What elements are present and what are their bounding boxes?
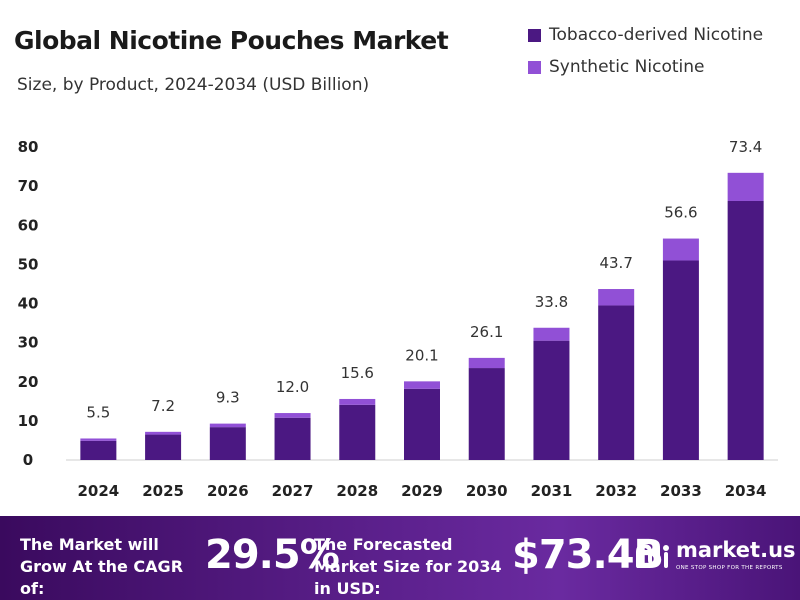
bar-segment-tobacco-2032: [598, 305, 635, 460]
legend-item-tobacco: Tobacco-derived Nicotine: [528, 25, 763, 45]
y-tick-label: 80: [18, 138, 39, 156]
cagr-value: 29.5%: [205, 532, 340, 578]
footer-banner: The Market will Grow At the CAGR of: 29.…: [0, 516, 800, 600]
bar-segment-synthetic-2024: [80, 438, 117, 441]
bar-segment-synthetic-2028: [339, 398, 376, 405]
bar-segment-synthetic-2034: [727, 172, 764, 201]
y-tick-label: 30: [18, 334, 39, 352]
bar-segment-synthetic-2029: [404, 381, 440, 389]
data-label-2033: 56.6: [664, 204, 697, 222]
bar-segment-synthetic-2031: [533, 327, 570, 341]
x-tick-label-2025: 2025: [142, 482, 184, 500]
brand-name: market.us: [676, 538, 796, 562]
chart-title: Global Nicotine Pouches Market: [14, 26, 449, 55]
x-tick-label-2028: 2028: [336, 482, 378, 500]
bar-segment-tobacco-2034: [727, 200, 764, 460]
data-label-2026: 9.3: [216, 389, 240, 407]
legend-label-synthetic: Synthetic Nicotine: [549, 57, 705, 77]
bar-segment-tobacco-2030: [468, 368, 505, 460]
x-tick-label-2033: 2033: [660, 482, 702, 500]
bar-segment-tobacco-2028: [339, 404, 376, 460]
data-label-2032: 43.7: [599, 254, 632, 272]
x-tick-label-2032: 2032: [595, 482, 637, 500]
data-label-2030: 26.1: [470, 323, 503, 341]
bar-segment-synthetic-2030: [468, 357, 505, 369]
y-tick-label: 60: [18, 216, 39, 234]
data-label-2028: 15.6: [341, 364, 374, 382]
market-us-logo-icon: [636, 543, 669, 568]
data-label-2025: 7.2: [151, 397, 175, 415]
legend-label-tobacco: Tobacco-derived Nicotine: [549, 25, 764, 45]
data-label-2034: 73.4: [729, 138, 762, 156]
bar-segment-synthetic-2025: [145, 431, 182, 435]
y-tick-label: 10: [18, 412, 39, 430]
cagr-label: The Market will Grow At the CAGR of:: [20, 535, 184, 598]
bar-segment-synthetic-2027: [274, 413, 311, 418]
data-label-2027: 12.0: [276, 378, 309, 396]
bar-chart: 010203040506070805.520247.220259.3202612…: [18, 138, 778, 500]
data-label-2031: 33.8: [535, 293, 568, 311]
bar-segment-tobacco-2029: [404, 388, 440, 460]
x-tick-label-2029: 2029: [401, 482, 443, 500]
bar-segment-tobacco-2024: [80, 440, 117, 460]
x-tick-label-2027: 2027: [272, 482, 314, 500]
bar-segment-tobacco-2033: [662, 260, 699, 460]
bar-segment-synthetic-2026: [209, 423, 246, 428]
x-tick-label-2024: 2024: [77, 482, 119, 500]
legend-swatch-tobacco: [528, 28, 541, 42]
x-tick-label-2026: 2026: [207, 482, 249, 500]
data-label-2029: 20.1: [405, 346, 438, 364]
bar-segment-tobacco-2025: [145, 434, 182, 460]
chart-subtitle: Size, by Product, 2024-2034 (USD Billion…: [17, 75, 370, 95]
x-tick-label-2031: 2031: [531, 482, 573, 500]
bar-segment-tobacco-2031: [533, 340, 570, 460]
bar-segment-tobacco-2026: [209, 427, 246, 460]
bar-segment-synthetic-2032: [598, 289, 635, 306]
y-tick-label: 50: [18, 255, 39, 273]
brand-tagline: ONE STOP SHOP FOR THE REPORTS: [676, 565, 783, 571]
x-tick-label-2030: 2030: [466, 482, 508, 500]
bar-segment-tobacco-2027: [274, 417, 311, 460]
y-tick-label: 20: [18, 373, 39, 391]
forecast-label: The Forecasted Market Size for 2034 in U…: [314, 535, 502, 598]
legend-item-synthetic: Synthetic Nicotine: [528, 57, 704, 77]
legend-swatch-synthetic: [528, 60, 541, 74]
y-tick-label: 40: [18, 295, 39, 313]
data-label-2024: 5.5: [86, 403, 110, 421]
x-tick-label-2034: 2034: [725, 482, 767, 500]
y-tick-label: 70: [18, 177, 39, 195]
y-tick-label: 0: [23, 451, 33, 469]
bar-segment-synthetic-2033: [662, 238, 699, 261]
